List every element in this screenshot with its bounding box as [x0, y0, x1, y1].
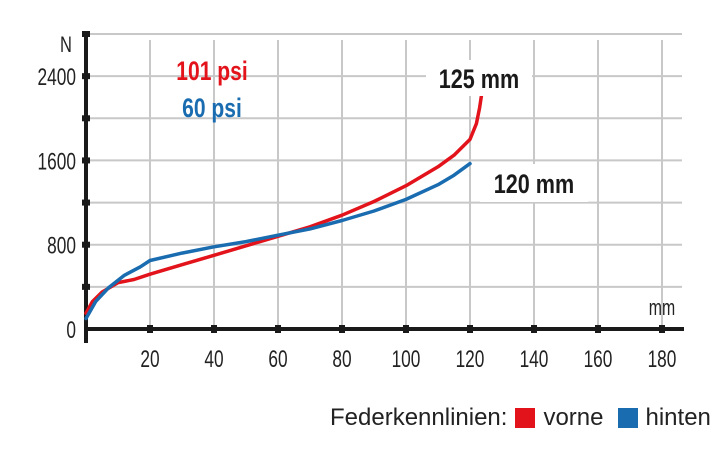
x-tick-label: 100 — [392, 346, 421, 372]
y-tick-label: 800 — [47, 233, 76, 259]
x-tick-mark — [211, 325, 217, 333]
x-tick-mark — [339, 325, 345, 333]
end-label-box-hinten — [480, 164, 588, 202]
x-tick-label: 40 — [204, 346, 223, 372]
x-tick-label: 20 — [140, 346, 159, 372]
pressure-label-vorne: 101 psi — [176, 57, 247, 87]
y-tick-mark — [82, 115, 90, 122]
series-lines — [84, 72, 488, 321]
y-tick-mark — [82, 157, 90, 164]
series-line-vorne — [84, 72, 488, 315]
legend-label-hinten: hinten — [645, 404, 711, 431]
x-tick-mark — [403, 325, 409, 333]
grid — [86, 33, 682, 329]
legend-swatch-vorne — [515, 408, 536, 428]
end-label-hinten: 120 mm — [494, 170, 574, 200]
y-tick-mark — [82, 283, 90, 290]
x-tick-label: 180 — [648, 346, 677, 372]
x-axis-label: mm — [649, 297, 675, 321]
annotations: 101 psi 60 psi 125 mm 120 mm — [176, 57, 588, 202]
pressure-label-hinten: 60 psi — [182, 94, 242, 124]
y-tick-mark — [82, 241, 90, 248]
y-tick-mark — [82, 73, 90, 80]
legend-swatch-hinten — [617, 408, 638, 428]
legend: Federkennlinien: vorne hinten — [330, 403, 711, 433]
y-tick-label: 0 — [66, 317, 76, 343]
x-tick-mark — [275, 325, 281, 333]
y-tick-mark — [82, 31, 90, 37]
spring-curve-chart: 0 800 1600 2400 20 40 60 80 100 120 140 160 180 N mm… — [38, 31, 684, 373]
y-tick-label: 2400 — [38, 64, 76, 90]
end-label-box-vorne — [426, 60, 532, 96]
y-tick-label: 1600 — [38, 149, 76, 175]
y-tick-mark — [82, 199, 90, 206]
x-tick-mark — [147, 325, 153, 333]
x-tick-label: 120 — [456, 346, 485, 372]
x-tick-mark — [659, 325, 665, 333]
end-label-vorne: 125 mm — [439, 65, 519, 95]
legend-label-vorne: vorne — [543, 404, 604, 431]
y-axis-label: N — [60, 33, 72, 58]
x-tick-mark — [531, 325, 537, 333]
legend-title: Federkennlinien: — [330, 404, 508, 431]
x-tick-mark — [595, 325, 601, 333]
axes — [82, 31, 684, 343]
x-tick-label: 80 — [332, 346, 351, 372]
x-tick-label: 160 — [584, 346, 613, 372]
x-tick-mark — [467, 325, 473, 333]
series-line-hinten — [84, 161, 472, 321]
x-tick-label: 140 — [520, 346, 549, 372]
tick-labels: 0 800 1600 2400 20 40 60 80 100 120 140 160 180 — [38, 64, 677, 372]
x-tick-label: 60 — [268, 346, 287, 372]
